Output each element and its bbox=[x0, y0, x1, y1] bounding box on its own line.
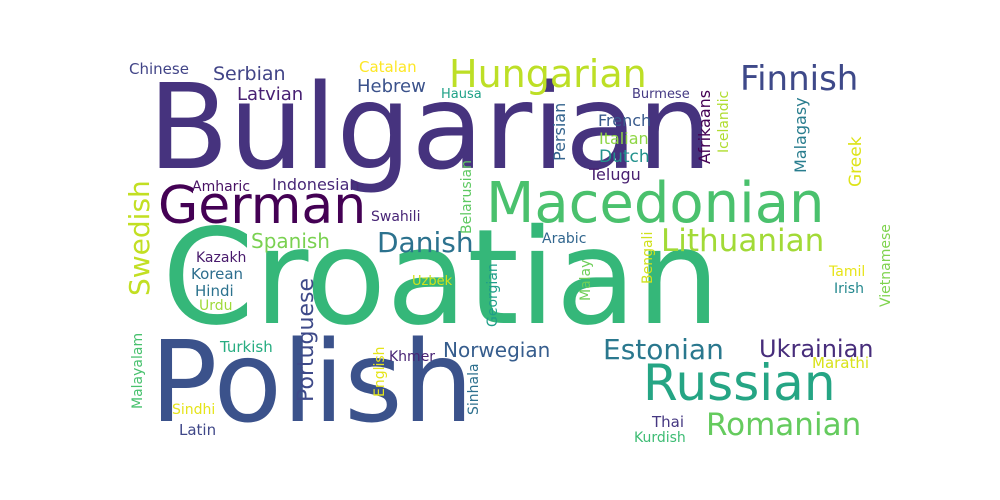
word-icelandic: Icelandic bbox=[716, 90, 732, 153]
word-bengali: Bengali bbox=[640, 231, 656, 284]
word-uzbek: Uzbek bbox=[412, 274, 453, 289]
word-latvian: Latvian bbox=[237, 84, 304, 105]
word-croatian: Croatian bbox=[162, 201, 721, 355]
word-vietnamese: Vietnamese bbox=[878, 224, 894, 307]
word-thai: Thai bbox=[652, 413, 685, 431]
word-german: German bbox=[158, 176, 367, 236]
word-telugu: Telugu bbox=[589, 165, 641, 184]
word-kazakh: Kazakh bbox=[196, 250, 247, 266]
word-belarusian: Belarusian bbox=[459, 160, 475, 234]
word-catalan: Catalan bbox=[359, 58, 417, 76]
word-hebrew: Hebrew bbox=[357, 76, 426, 97]
word-urdu: Urdu bbox=[199, 298, 233, 314]
word-dutch: Dutch bbox=[599, 147, 650, 167]
word-swahili: Swahili bbox=[371, 209, 421, 225]
word-tamil: Tamil bbox=[829, 264, 866, 280]
word-romanian: Romanian bbox=[706, 407, 862, 443]
word-indonesian: Indonesian bbox=[272, 175, 360, 194]
word-latin: Latin bbox=[179, 421, 217, 439]
word-hindi: Hindi bbox=[195, 282, 234, 300]
word-kurdish: Kurdish bbox=[634, 430, 686, 446]
word-lithuanian: Lithuanian bbox=[661, 223, 825, 259]
word-korean: Korean bbox=[191, 265, 244, 283]
word-georgian: Georgian bbox=[485, 263, 501, 327]
word-sindhi: Sindhi bbox=[172, 402, 216, 418]
word-khmer: Khmer bbox=[389, 349, 436, 365]
word-russian: Russian bbox=[643, 354, 836, 412]
word-malayalam: Malayalam bbox=[130, 332, 146, 409]
word-sinhala: Sinhala bbox=[466, 363, 482, 415]
word-hungarian: Hungarian bbox=[449, 52, 647, 96]
word-italian: Italian bbox=[599, 129, 649, 148]
word-bulgarian: Bulgarian bbox=[148, 58, 713, 196]
word-chinese: Chinese bbox=[129, 60, 189, 78]
word-macedonian: Macedonian bbox=[486, 171, 825, 236]
word-estonian: Estonian bbox=[603, 333, 724, 366]
word-swedish: Swedish bbox=[123, 180, 156, 296]
word-polish: Polish bbox=[150, 318, 474, 448]
word-danish: Danish bbox=[377, 226, 474, 259]
word-burmese: Burmese bbox=[632, 87, 690, 102]
word-hausa: Hausa bbox=[441, 87, 482, 102]
word-greek: Greek bbox=[846, 136, 866, 187]
word-afrikaans: Afrikaans bbox=[695, 89, 714, 164]
word-marathi: Marathi bbox=[812, 354, 870, 372]
word-english: English bbox=[372, 346, 388, 397]
word-serbian: Serbian bbox=[213, 63, 286, 85]
word-persian: Persian bbox=[550, 102, 569, 161]
word-portuguese: Portuguese bbox=[294, 278, 319, 402]
word-norwegian: Norwegian bbox=[443, 338, 551, 362]
word-turkish: Turkish bbox=[220, 338, 273, 356]
word-irish: Irish bbox=[834, 281, 864, 297]
word-malay: Malay bbox=[578, 259, 594, 301]
word-arabic: Arabic bbox=[542, 231, 587, 247]
word-finnish: Finnish bbox=[740, 59, 859, 99]
word-ukrainian: Ukrainian bbox=[759, 335, 874, 363]
word-amharic: Amharic bbox=[192, 179, 251, 195]
word-french: French bbox=[598, 111, 652, 130]
word-malagasy: Malagasy bbox=[791, 97, 810, 173]
word-spanish: Spanish bbox=[251, 229, 330, 253]
